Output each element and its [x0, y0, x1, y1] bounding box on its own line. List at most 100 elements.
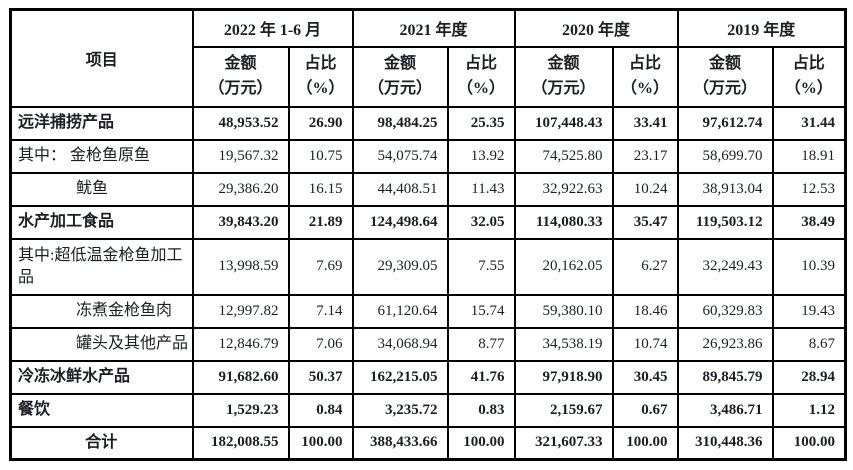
amount-cell: 89,845.79 — [676, 359, 774, 395]
ratio-cell: 23.17 — [611, 138, 679, 174]
ratio-header: 占比 （%） — [771, 45, 847, 108]
table-row: 鱿鱼 29,386.20 16.15 44,408.51 11.43 32,922.63 1… — [9, 171, 847, 207]
amount-cell: 20,162.05 — [513, 237, 614, 296]
amount-cell: 182,008.55 — [191, 425, 290, 461]
revenue-breakdown-table: 项目 2022 年 1-6 月 2021 年度 2020 年度 2019 年度 … — [9, 8, 847, 461]
table-row: 其中:超低温金枪鱼加工品 13,998.59 7.69 29,309.05 7.55 20… — [9, 237, 847, 296]
ratio-cell: 7.55 — [446, 237, 516, 296]
amount-cell: 13,998.59 — [191, 237, 290, 296]
amount-cell: 98,484.25 — [351, 105, 449, 141]
amount-cell: 39,843.20 — [191, 204, 290, 240]
ratio-cell: 28.94 — [771, 359, 847, 395]
ratio-cell: 7.69 — [287, 237, 354, 296]
ratio-cell: 33.41 — [611, 105, 679, 141]
ratio-cell: 1.12 — [771, 392, 847, 428]
ratio-cell: 32.05 — [446, 204, 516, 240]
amount-header: 金额 （万元） — [513, 45, 614, 108]
ratio-cell: 50.37 — [287, 359, 354, 395]
amount-cell: 97,612.74 — [676, 105, 774, 141]
amount-cell: 34,538.19 — [513, 326, 614, 362]
table-row: 罐头及其他产品 12,846.79 7.06 34,068.94 8.77 34,538.… — [9, 326, 847, 362]
amount-header: 金额 （万元） — [676, 45, 774, 108]
period-header-2022h1: 2022 年 1-6 月 — [191, 8, 354, 48]
table-body: 远洋捕捞产品 48,953.52 26.90 98,484.25 25.35 107,44… — [9, 105, 847, 461]
ratio-cell: 31.44 — [771, 105, 847, 141]
ratio-cell: 100.00 — [287, 425, 354, 461]
ratio-cell: 0.83 — [446, 392, 516, 428]
ratio-cell: 10.39 — [771, 237, 847, 296]
ratio-cell: 18.91 — [771, 138, 847, 174]
amount-cell: 74,525.80 — [513, 138, 614, 174]
amount-cell: 107,448.43 — [513, 105, 614, 141]
ratio-cell: 18.46 — [611, 293, 679, 329]
ratio-cell: 10.24 — [611, 171, 679, 207]
row-label: 其中： 金枪鱼原鱼 — [9, 138, 194, 174]
ratio-cell: 11.43 — [446, 171, 516, 207]
amount-cell: 32,922.63 — [513, 171, 614, 207]
amount-cell: 114,080.33 — [513, 204, 614, 240]
ratio-cell: 7.14 — [287, 293, 354, 329]
period-header-row: 项目 2022 年 1-6 月 2021 年度 2020 年度 2019 年度 — [9, 8, 847, 108]
table-row: 远洋捕捞产品 48,953.52 26.90 98,484.25 25.35 107,44… — [9, 105, 847, 141]
amount-cell: 12,846.79 — [191, 326, 290, 362]
ratio-cell: 100.00 — [771, 425, 847, 461]
amount-cell: 44,408.51 — [351, 171, 449, 207]
table-row: 餐饮 1,529.23 0.84 3,235.72 0.83 2,159.67 0.67 3,… — [9, 392, 847, 428]
ratio-cell: 0.67 — [611, 392, 679, 428]
row-label: 其中:超低温金枪鱼加工品 — [9, 237, 194, 296]
row-label: 冻煮金枪鱼肉 — [9, 293, 194, 329]
amount-cell: 38,913.04 — [676, 171, 774, 207]
amount-cell: 2,159.67 — [513, 392, 614, 428]
table-row: 冷冻冰鲜水产品 91,682.60 50.37 162,215.05 41.76 97,9… — [9, 359, 847, 395]
period-header-2019: 2019 年度 — [676, 8, 847, 48]
amount-cell: 1,529.23 — [191, 392, 290, 428]
ratio-cell: 8.77 — [446, 326, 516, 362]
ratio-cell: 10.74 — [611, 326, 679, 362]
ratio-header: 占比 （%） — [287, 45, 354, 108]
ratio-cell: 13.92 — [446, 138, 516, 174]
amount-cell: 48,953.52 — [191, 105, 290, 141]
amount-cell: 3,235.72 — [351, 392, 449, 428]
amount-cell: 26,923.86 — [676, 326, 774, 362]
row-label: 冷冻冰鲜水产品 — [9, 359, 194, 395]
row-label: 远洋捕捞产品 — [9, 105, 194, 141]
amount-cell: 97,918.90 — [513, 359, 614, 395]
row-label: 罐头及其他产品 — [9, 326, 194, 362]
corner-header: 项目 — [9, 8, 194, 108]
ratio-cell: 6.27 — [611, 237, 679, 296]
amount-cell: 12,997.82 — [191, 293, 290, 329]
subheader-row: 金额 （万元） 占比 （%） 金额 （万元） 占比 （%） 金额 （万元） 占比 （%） 金… — [11, 45, 847, 108]
amount-cell: 19,567.32 — [191, 138, 290, 174]
ratio-cell: 0.84 — [287, 392, 354, 428]
ratio-cell: 10.75 — [287, 138, 354, 174]
amount-cell: 388,433.66 — [351, 425, 449, 461]
amount-cell: 58,699.70 — [676, 138, 774, 174]
row-label: 合计 — [9, 425, 194, 461]
amount-cell: 310,448.36 — [676, 425, 774, 461]
ratio-cell: 8.67 — [771, 326, 847, 362]
period-header-2020: 2020 年度 — [513, 8, 679, 48]
amount-cell: 91,682.60 — [191, 359, 290, 395]
table-row: 水产加工食品 39,843.20 21.89 124,498.64 32.05 114,0… — [9, 204, 847, 240]
amount-cell: 29,386.20 — [191, 171, 290, 207]
ratio-header: 占比 （%） — [611, 45, 679, 108]
amount-cell: 61,120.64 — [351, 293, 449, 329]
ratio-cell: 7.06 — [287, 326, 354, 362]
table-row: 合计 182,008.55 100.00 388,433.66 100.00 321,60… — [9, 425, 847, 461]
period-header-2021: 2021 年度 — [351, 8, 516, 48]
ratio-cell: 16.15 — [287, 171, 354, 207]
ratio-cell: 100.00 — [611, 425, 679, 461]
ratio-cell: 100.00 — [446, 425, 516, 461]
ratio-cell: 26.90 — [287, 105, 354, 141]
amount-header: 金额 （万元） — [351, 45, 449, 108]
ratio-cell: 12.53 — [771, 171, 847, 207]
table-row: 冻煮金枪鱼肉 12,997.82 7.14 61,120.64 15.74 59,380.… — [9, 293, 847, 329]
amount-cell: 34,068.94 — [351, 326, 449, 362]
amount-cell: 162,215.05 — [351, 359, 449, 395]
amount-cell: 60,329.83 — [676, 293, 774, 329]
table-row: 其中： 金枪鱼原鱼 19,567.32 10.75 54,075.74 13.92 74,… — [9, 138, 847, 174]
ratio-header: 占比 （%） — [446, 45, 516, 108]
ratio-cell: 21.89 — [287, 204, 354, 240]
amount-cell: 59,380.10 — [513, 293, 614, 329]
